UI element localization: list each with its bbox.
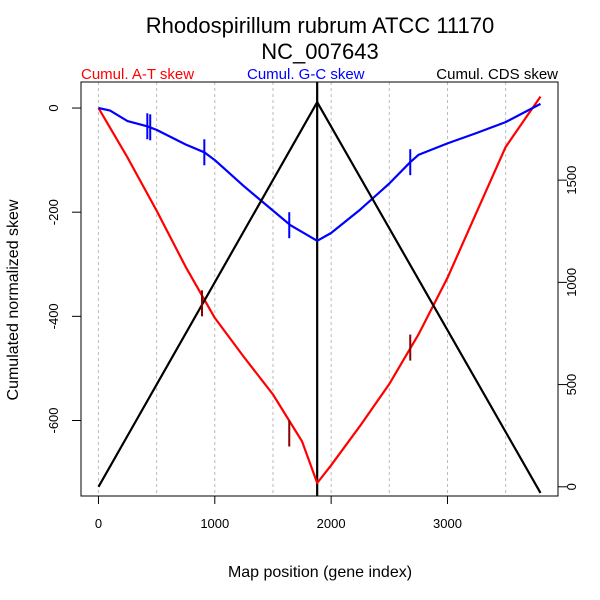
y-axis-right: 0 500 1000 1500 [558,166,579,490]
legend-at-skew: Cumul. A-T skew [81,66,194,83]
x-axis: 0 1000 2000 3000 [95,496,462,531]
series-group [97,82,542,496]
grid-lines [97,82,507,496]
y-left-tick-label: 0 [46,104,61,111]
chart-title-line-2: NC_007643 [261,39,378,64]
y-right-tick-label: 500 [564,374,579,396]
y-left-tick-label: -200 [46,199,61,225]
x-tick-label: 0 [95,516,102,531]
y-right-tick-label: 0 [564,483,579,490]
at-skew-line [97,95,542,485]
y-left-tick-label: -400 [46,303,61,329]
x-tick-label: 1000 [200,516,229,531]
marker-group [146,113,412,447]
plot-frame [80,81,559,497]
x-axis-label: Map position (gene index) [228,564,412,581]
y-right-tick-label: 1500 [564,166,579,195]
legend-gc-skew: Cumul. G-C skew [247,66,365,83]
y-left-tick-label: -600 [46,407,61,433]
y-axis-left: 0 -200 -400 -600 [46,104,81,434]
legend-cds-skew: Cumul. CDS skew [436,66,558,83]
x-tick-label: 2000 [317,516,346,531]
chart-title-line-1: Rhodospirillum rubrum ATCC 11170 [146,13,494,38]
x-tick-label: 3000 [433,516,462,531]
y-right-tick-label: 1000 [564,268,579,297]
cds-skew-line [97,101,542,494]
y-axis-label: Cumulated normalized skew [5,199,22,400]
